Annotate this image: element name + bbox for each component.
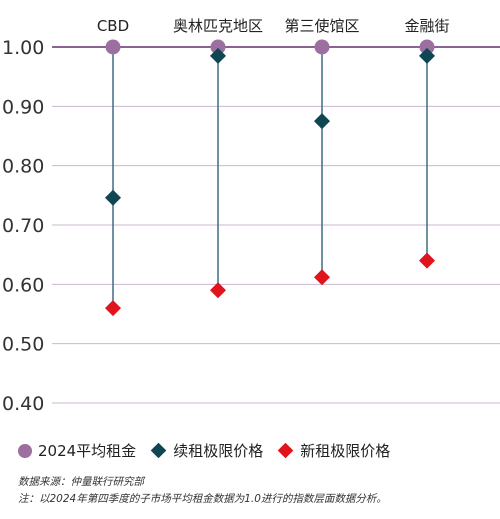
marker-new-limit: [105, 300, 121, 317]
y-tick-label: 0.80: [2, 156, 44, 178]
legend: 2024平均租金 续租极限价格 新租极限价格: [18, 440, 404, 461]
y-tick-label: 1.00: [2, 37, 44, 59]
legend-diamond-red-icon: [277, 442, 294, 459]
marker-avg-rent: [314, 39, 330, 55]
gridlines: [52, 46, 500, 404]
y-tick-label: 0.90: [2, 96, 44, 118]
y-tick-label: 0.40: [2, 393, 44, 415]
category-label: 奥林匹克地区: [173, 17, 263, 35]
y-axis-ticks: 1.00 0.90 0.80 0.70 0.60 0.50 0.40: [2, 37, 44, 415]
marker-renewal-limit: [419, 47, 435, 64]
marker-new-limit: [210, 282, 226, 299]
legend-item-renewal: 续租极限价格: [150, 440, 263, 461]
marker-renewal-limit: [105, 189, 121, 206]
marker-new-limit: [419, 252, 435, 269]
legend-item-avg: 2024平均租金: [18, 440, 136, 461]
marker-avg-rent: [105, 39, 121, 55]
y-tick-label: 0.50: [2, 334, 44, 356]
legend-item-new: 新租极限价格: [277, 440, 390, 461]
footnote: 注：以2024年第四季度的子市场平均租金数据为1.0进行的指数层面数据分析。: [18, 493, 387, 505]
stems: [112, 47, 428, 309]
legend-diamond-icon: [150, 442, 167, 459]
notes: 数据来源：仲量联行研究部 注：以2024年第四季度的子市场平均租金数据为1.0进…: [18, 474, 387, 508]
category-label: 金融街: [404, 17, 449, 35]
category-labels: CBD 奥林匹克地区 第三使馆区 金融街: [97, 17, 450, 35]
legend-circle-icon: [18, 443, 32, 458]
legend-label-renewal: 续租极限价格: [173, 442, 264, 460]
category-label: 第三使馆区: [284, 17, 359, 35]
legend-label-avg: 2024平均租金: [38, 442, 137, 460]
source-note: 数据来源：仲量联行研究部: [18, 476, 144, 488]
marker-renewal-limit: [314, 113, 330, 130]
y-tick-label: 0.70: [2, 215, 44, 237]
marker-renewal-limit: [210, 47, 226, 64]
category-label: CBD: [97, 17, 129, 35]
marker-avg-rent: [210, 39, 226, 55]
y-tick-label: 0.60: [2, 274, 44, 296]
marker-new-limit: [314, 269, 330, 286]
markers: [105, 39, 435, 317]
dumbbell-chart: 1.00 0.90 0.80 0.70 0.60 0.50 0.40 CBD 奥林匹克地区 第三…: [2, 17, 500, 415]
marker-avg-rent: [419, 39, 435, 55]
legend-label-new: 新租极限价格: [300, 442, 391, 460]
